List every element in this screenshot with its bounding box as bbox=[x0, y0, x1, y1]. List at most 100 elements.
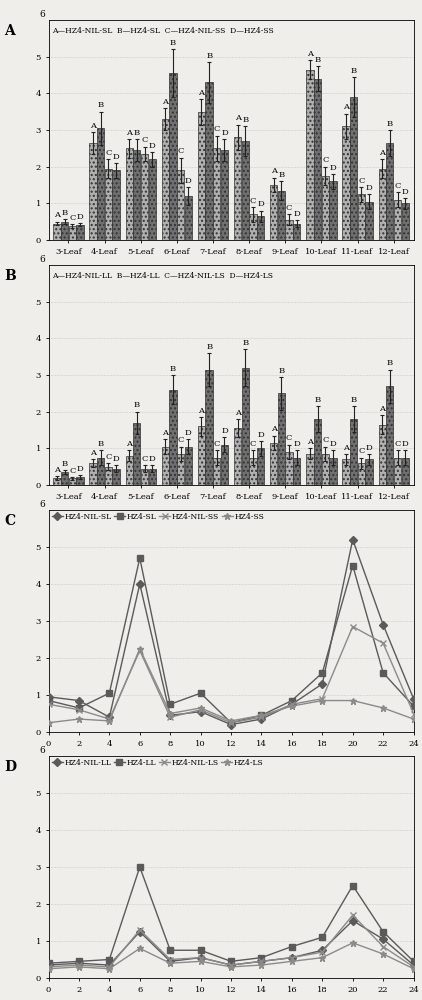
Text: A: A bbox=[54, 466, 60, 474]
Bar bbox=[249, 458, 257, 485]
Text: C: C bbox=[178, 436, 184, 444]
Bar bbox=[379, 424, 386, 485]
Bar bbox=[314, 419, 321, 485]
Bar bbox=[213, 148, 220, 240]
Text: D: D bbox=[330, 440, 336, 448]
Text: D: D bbox=[185, 429, 192, 437]
Bar bbox=[53, 478, 60, 485]
Bar bbox=[76, 225, 84, 240]
Text: A—HZ4-NIL-LL  B—HZ4-LL  C—HZ4-NIL-LS  D—HZ4-LS: A—HZ4-NIL-LL B—HZ4-LL C—HZ4-NIL-LS D—HZ4… bbox=[52, 272, 273, 280]
Text: A: A bbox=[126, 440, 132, 448]
Text: B: B bbox=[170, 365, 176, 373]
Bar bbox=[329, 181, 337, 240]
Text: D: D bbox=[113, 153, 119, 161]
Text: A: A bbox=[235, 114, 241, 122]
Text: C: C bbox=[394, 182, 401, 190]
Bar bbox=[322, 454, 329, 485]
Bar bbox=[285, 452, 293, 485]
Bar bbox=[125, 148, 133, 240]
Bar bbox=[133, 423, 141, 485]
Text: B: B bbox=[62, 209, 68, 217]
Bar bbox=[221, 445, 228, 485]
Text: D: D bbox=[402, 440, 408, 448]
Text: A: A bbox=[162, 429, 168, 437]
Text: B: B bbox=[387, 359, 393, 367]
Text: D: D bbox=[76, 213, 83, 221]
Bar bbox=[257, 448, 264, 485]
Bar bbox=[177, 170, 184, 240]
Text: B: B bbox=[170, 39, 176, 47]
Bar bbox=[162, 446, 169, 485]
Bar bbox=[365, 202, 373, 240]
Text: A: A bbox=[379, 405, 385, 413]
Text: B: B bbox=[387, 120, 393, 128]
Bar bbox=[365, 459, 373, 485]
Text: A: A bbox=[307, 50, 313, 58]
Text: C: C bbox=[286, 204, 292, 212]
Bar bbox=[69, 478, 76, 485]
Text: C: C bbox=[394, 440, 401, 448]
Text: D: D bbox=[221, 427, 228, 435]
Text: B: B bbox=[351, 67, 357, 75]
Text: C: C bbox=[105, 453, 111, 461]
Text: C: C bbox=[69, 467, 76, 475]
Text: B: B bbox=[351, 396, 357, 404]
Bar bbox=[141, 468, 148, 485]
Text: B: B bbox=[97, 440, 104, 448]
Text: D: D bbox=[257, 431, 264, 439]
Bar bbox=[234, 428, 241, 485]
Bar bbox=[270, 185, 277, 240]
Bar bbox=[270, 443, 277, 485]
Text: D: D bbox=[185, 177, 192, 185]
Bar bbox=[306, 70, 314, 240]
Text: C: C bbox=[250, 440, 256, 448]
Text: D: D bbox=[113, 455, 119, 463]
Bar bbox=[402, 458, 409, 485]
Text: D: D bbox=[221, 129, 228, 137]
Text: D: D bbox=[257, 200, 264, 208]
Text: D: D bbox=[76, 465, 83, 473]
Bar bbox=[141, 154, 148, 240]
Bar bbox=[125, 456, 133, 485]
Text: A: A bbox=[4, 24, 15, 38]
Bar bbox=[61, 472, 68, 485]
Bar bbox=[350, 419, 357, 485]
Bar bbox=[149, 159, 156, 240]
Text: A: A bbox=[126, 129, 132, 137]
Text: B: B bbox=[242, 339, 248, 347]
Text: C: C bbox=[69, 214, 76, 222]
Bar bbox=[342, 126, 350, 240]
Text: C: C bbox=[178, 147, 184, 155]
Bar bbox=[198, 426, 205, 485]
Bar bbox=[206, 82, 213, 240]
Text: B: B bbox=[242, 116, 248, 124]
Text: D: D bbox=[402, 188, 408, 196]
Bar bbox=[242, 368, 249, 485]
Text: A: A bbox=[343, 103, 349, 111]
Text: 6: 6 bbox=[39, 255, 45, 264]
Bar bbox=[379, 168, 386, 240]
Bar bbox=[293, 224, 300, 240]
Text: A: A bbox=[90, 122, 96, 130]
Bar bbox=[162, 119, 169, 240]
Text: C: C bbox=[214, 125, 220, 133]
Legend: HZ4-NIL-LL, HZ4-LL, HZ4-NIL-LS, HZ4-LS: HZ4-NIL-LL, HZ4-LL, HZ4-NIL-LS, HZ4-LS bbox=[51, 758, 265, 768]
Legend: HZ4-NIL-SL, HZ4-SL, HZ4-NIL-SS, HZ4-SS: HZ4-NIL-SL, HZ4-SL, HZ4-NIL-SS, HZ4-SS bbox=[51, 512, 265, 522]
Bar bbox=[169, 390, 177, 485]
Text: A: A bbox=[235, 409, 241, 417]
Bar bbox=[358, 194, 365, 240]
Text: A: A bbox=[198, 89, 204, 97]
Text: B: B bbox=[62, 460, 68, 468]
Bar bbox=[221, 150, 228, 240]
Text: B: B bbox=[279, 367, 284, 375]
Bar bbox=[69, 226, 76, 240]
Bar bbox=[234, 137, 241, 240]
Bar bbox=[386, 386, 393, 485]
Bar bbox=[257, 216, 264, 240]
Text: 6: 6 bbox=[39, 500, 45, 509]
Bar bbox=[350, 97, 357, 240]
Text: C: C bbox=[141, 136, 148, 144]
Text: C: C bbox=[4, 514, 15, 528]
Bar bbox=[112, 170, 120, 240]
Text: A: A bbox=[343, 444, 349, 452]
